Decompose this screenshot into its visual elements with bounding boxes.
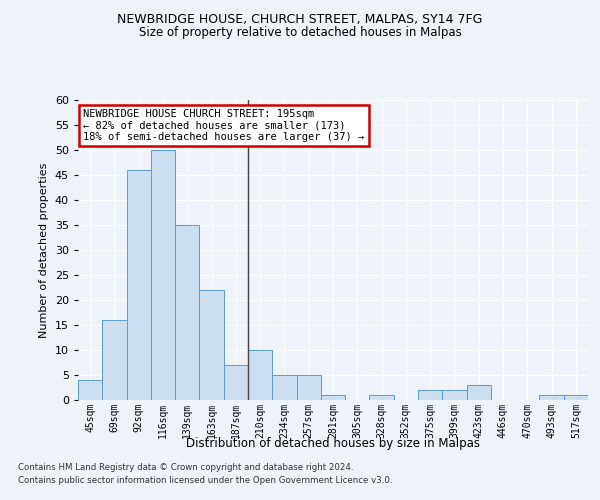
Y-axis label: Number of detached properties: Number of detached properties <box>39 162 49 338</box>
Text: NEWBRIDGE HOUSE, CHURCH STREET, MALPAS, SY14 7FG: NEWBRIDGE HOUSE, CHURCH STREET, MALPAS, … <box>118 12 482 26</box>
Bar <box>151 150 175 400</box>
Bar <box>370 395 394 400</box>
Bar <box>321 395 345 400</box>
Bar <box>296 375 321 400</box>
Bar <box>78 380 102 400</box>
Bar <box>175 225 199 400</box>
Bar <box>442 390 467 400</box>
Bar <box>467 385 491 400</box>
Bar <box>418 390 442 400</box>
Bar <box>272 375 296 400</box>
Bar <box>564 395 588 400</box>
Text: Contains HM Land Registry data © Crown copyright and database right 2024.: Contains HM Land Registry data © Crown c… <box>18 464 353 472</box>
Bar <box>224 365 248 400</box>
Text: Distribution of detached houses by size in Malpas: Distribution of detached houses by size … <box>186 438 480 450</box>
Text: NEWBRIDGE HOUSE CHURCH STREET: 195sqm
← 82% of detached houses are smaller (173): NEWBRIDGE HOUSE CHURCH STREET: 195sqm ← … <box>83 109 364 142</box>
Text: Contains public sector information licensed under the Open Government Licence v3: Contains public sector information licen… <box>18 476 392 485</box>
Bar <box>102 320 127 400</box>
Text: Size of property relative to detached houses in Malpas: Size of property relative to detached ho… <box>139 26 461 39</box>
Bar <box>539 395 564 400</box>
Bar <box>199 290 224 400</box>
Bar <box>248 350 272 400</box>
Bar <box>127 170 151 400</box>
